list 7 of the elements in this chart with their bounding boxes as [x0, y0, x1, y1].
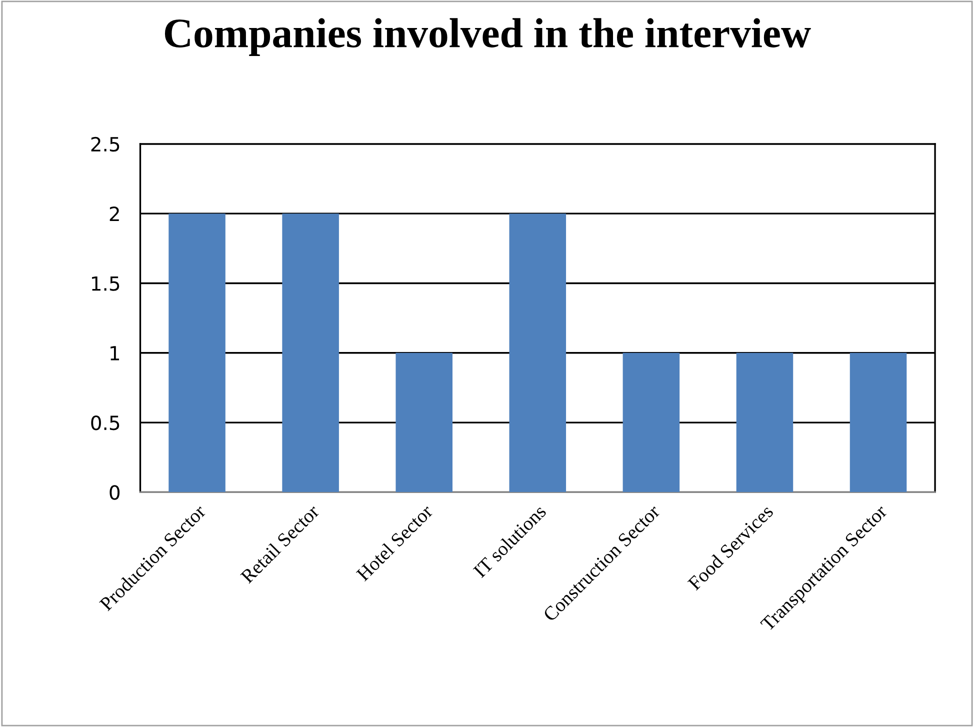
chart-title: Companies involved in the interview [164, 18, 811, 56]
y-tick-label: 2 [110, 206, 119, 221]
y-tick-label: 0 [110, 485, 120, 500]
y-tick-label: 1.5 [92, 276, 120, 291]
y-tick-label: 2.5 [91, 136, 120, 152]
y-tick-label: 0.5 [91, 415, 120, 430]
y-tick-label: 1 [110, 346, 120, 360]
